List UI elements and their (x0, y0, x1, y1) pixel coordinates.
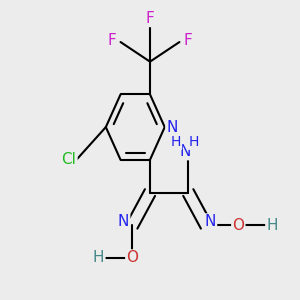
Text: N: N (205, 214, 216, 230)
Text: N: N (180, 144, 191, 159)
Text: F: F (108, 33, 117, 48)
Text: F: F (146, 11, 154, 26)
Text: H: H (171, 135, 181, 149)
Text: O: O (232, 218, 244, 233)
Text: H: H (93, 250, 104, 266)
Text: H: H (266, 218, 278, 233)
Text: F: F (183, 33, 192, 48)
Text: H: H (188, 135, 199, 149)
Text: N: N (167, 120, 178, 135)
Text: N: N (118, 214, 129, 230)
Text: O: O (126, 250, 138, 266)
Text: Cl: Cl (61, 152, 76, 167)
